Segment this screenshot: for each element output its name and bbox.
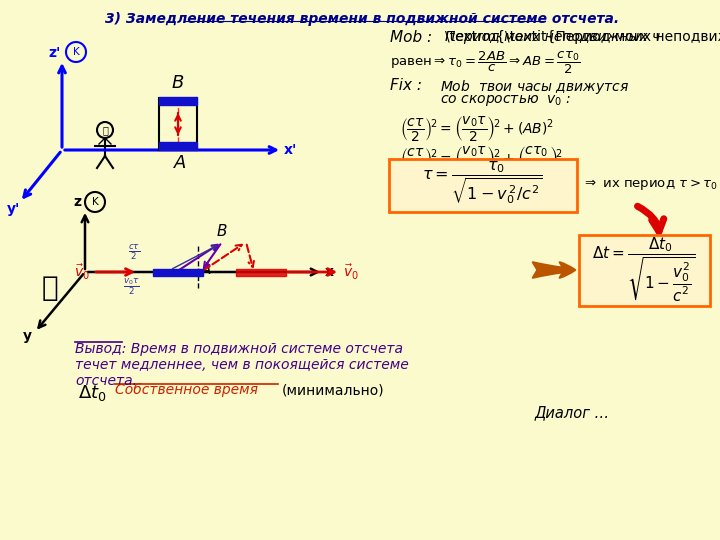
Text: $\frac{v_0\tau}{2}$: $\frac{v_0\tau}{2}$ — [123, 276, 140, 298]
Text: Диалог …: Диалог … — [535, 405, 610, 420]
Text: y: y — [23, 329, 32, 343]
Text: $\Rightarrow$ их период $\tau > \tau_0$: $\Rightarrow$ их период $\tau > \tau_0$ — [582, 178, 718, 192]
Bar — [153, 269, 203, 276]
Text: $\Delta t = \dfrac{\Delta t_0}{\sqrt{1-\dfrac{v_0^2}{c^2}}}$: $\Delta t = \dfrac{\Delta t_0}{\sqrt{1-\… — [593, 235, 696, 303]
Text: K: K — [91, 197, 99, 207]
Text: $\vec{v}_0$: $\vec{v}_0$ — [74, 262, 90, 281]
Text: B: B — [217, 224, 228, 239]
Text: Вывод: Время в подвижной системе отсчета
течет медленнее, чем в покоящейся систе: Вывод: Время в подвижной системе отсчета… — [75, 342, 409, 388]
Text: y': y' — [7, 202, 20, 216]
Text: x: x — [325, 265, 334, 279]
Text: $\left(\dfrac{c\tau}{2}\right)^{\!2} = \left(\dfrac{v_0\tau}{2}\right)^{\!2} + (: $\left(\dfrac{c\tau}{2}\right)^{\!2} = \… — [400, 114, 554, 143]
Text: $\tau = \dfrac{\tau_0}{\sqrt{1-v_0^{\,2}/c^2}}$: $\tau = \dfrac{\tau_0}{\sqrt{1-v_0^{\,2}… — [422, 159, 542, 207]
Text: A: A — [174, 154, 186, 172]
Text: $Mob$  твои часы движутся: $Mob$ твои часы движутся — [440, 78, 629, 96]
Text: $\mathrm{равен} \Rightarrow \tau_0 = \dfrac{2AB}{c} \Rightarrow AB = \dfrac{c\ta: $\mathrm{равен} \Rightarrow \tau_0 = \df… — [390, 50, 580, 76]
Text: $\left(\dfrac{c\tau}{2}\right)^{\!2} = \left(\dfrac{v_0\tau}{2}\right)^{\!2} + \: $\left(\dfrac{c\tau}{2}\right)^{\!2} = \… — [400, 144, 563, 173]
Text: Fix :: Fix : — [390, 78, 422, 93]
Text: (минимально): (минимально) — [282, 383, 384, 397]
Text: x': x' — [284, 143, 297, 157]
FancyBboxPatch shape — [389, 159, 577, 212]
Text: $\frac{c\tau}{2}$: $\frac{c\tau}{2}$ — [128, 242, 140, 262]
FancyBboxPatch shape — [578, 234, 709, 306]
Text: \textrm{\textit{Период моих неподвижных ч}}: \textrm{\textit{Период моих неподвижных … — [445, 30, 720, 44]
Text: Mob :: Mob : — [390, 30, 432, 45]
Text: Собственное время: Собственное время — [115, 383, 258, 397]
Bar — [159, 97, 197, 105]
Text: $\vec{v}_0$: $\vec{v}_0$ — [343, 262, 359, 281]
Text: Период моих неподвижных ч: Период моих неподвижных ч — [445, 30, 660, 44]
Bar — [236, 269, 286, 276]
Bar — [159, 142, 197, 150]
Text: z: z — [73, 195, 81, 209]
Text: 3) Замедление течения времени в подвижной системе отсчета.: 3) Замедление течения времени в подвижно… — [105, 12, 619, 26]
Text: K: K — [73, 47, 79, 57]
Text: со скоростью  $v_0$ :: со скоростью $v_0$ : — [440, 93, 572, 108]
Text: A: A — [201, 262, 212, 278]
Text: z': z' — [48, 46, 60, 60]
Text: B: B — [172, 74, 184, 92]
Text: 🤠: 🤠 — [42, 274, 58, 302]
Text: 👓: 👓 — [102, 125, 108, 135]
Text: $\Delta t_0$: $\Delta t_0$ — [78, 383, 107, 403]
